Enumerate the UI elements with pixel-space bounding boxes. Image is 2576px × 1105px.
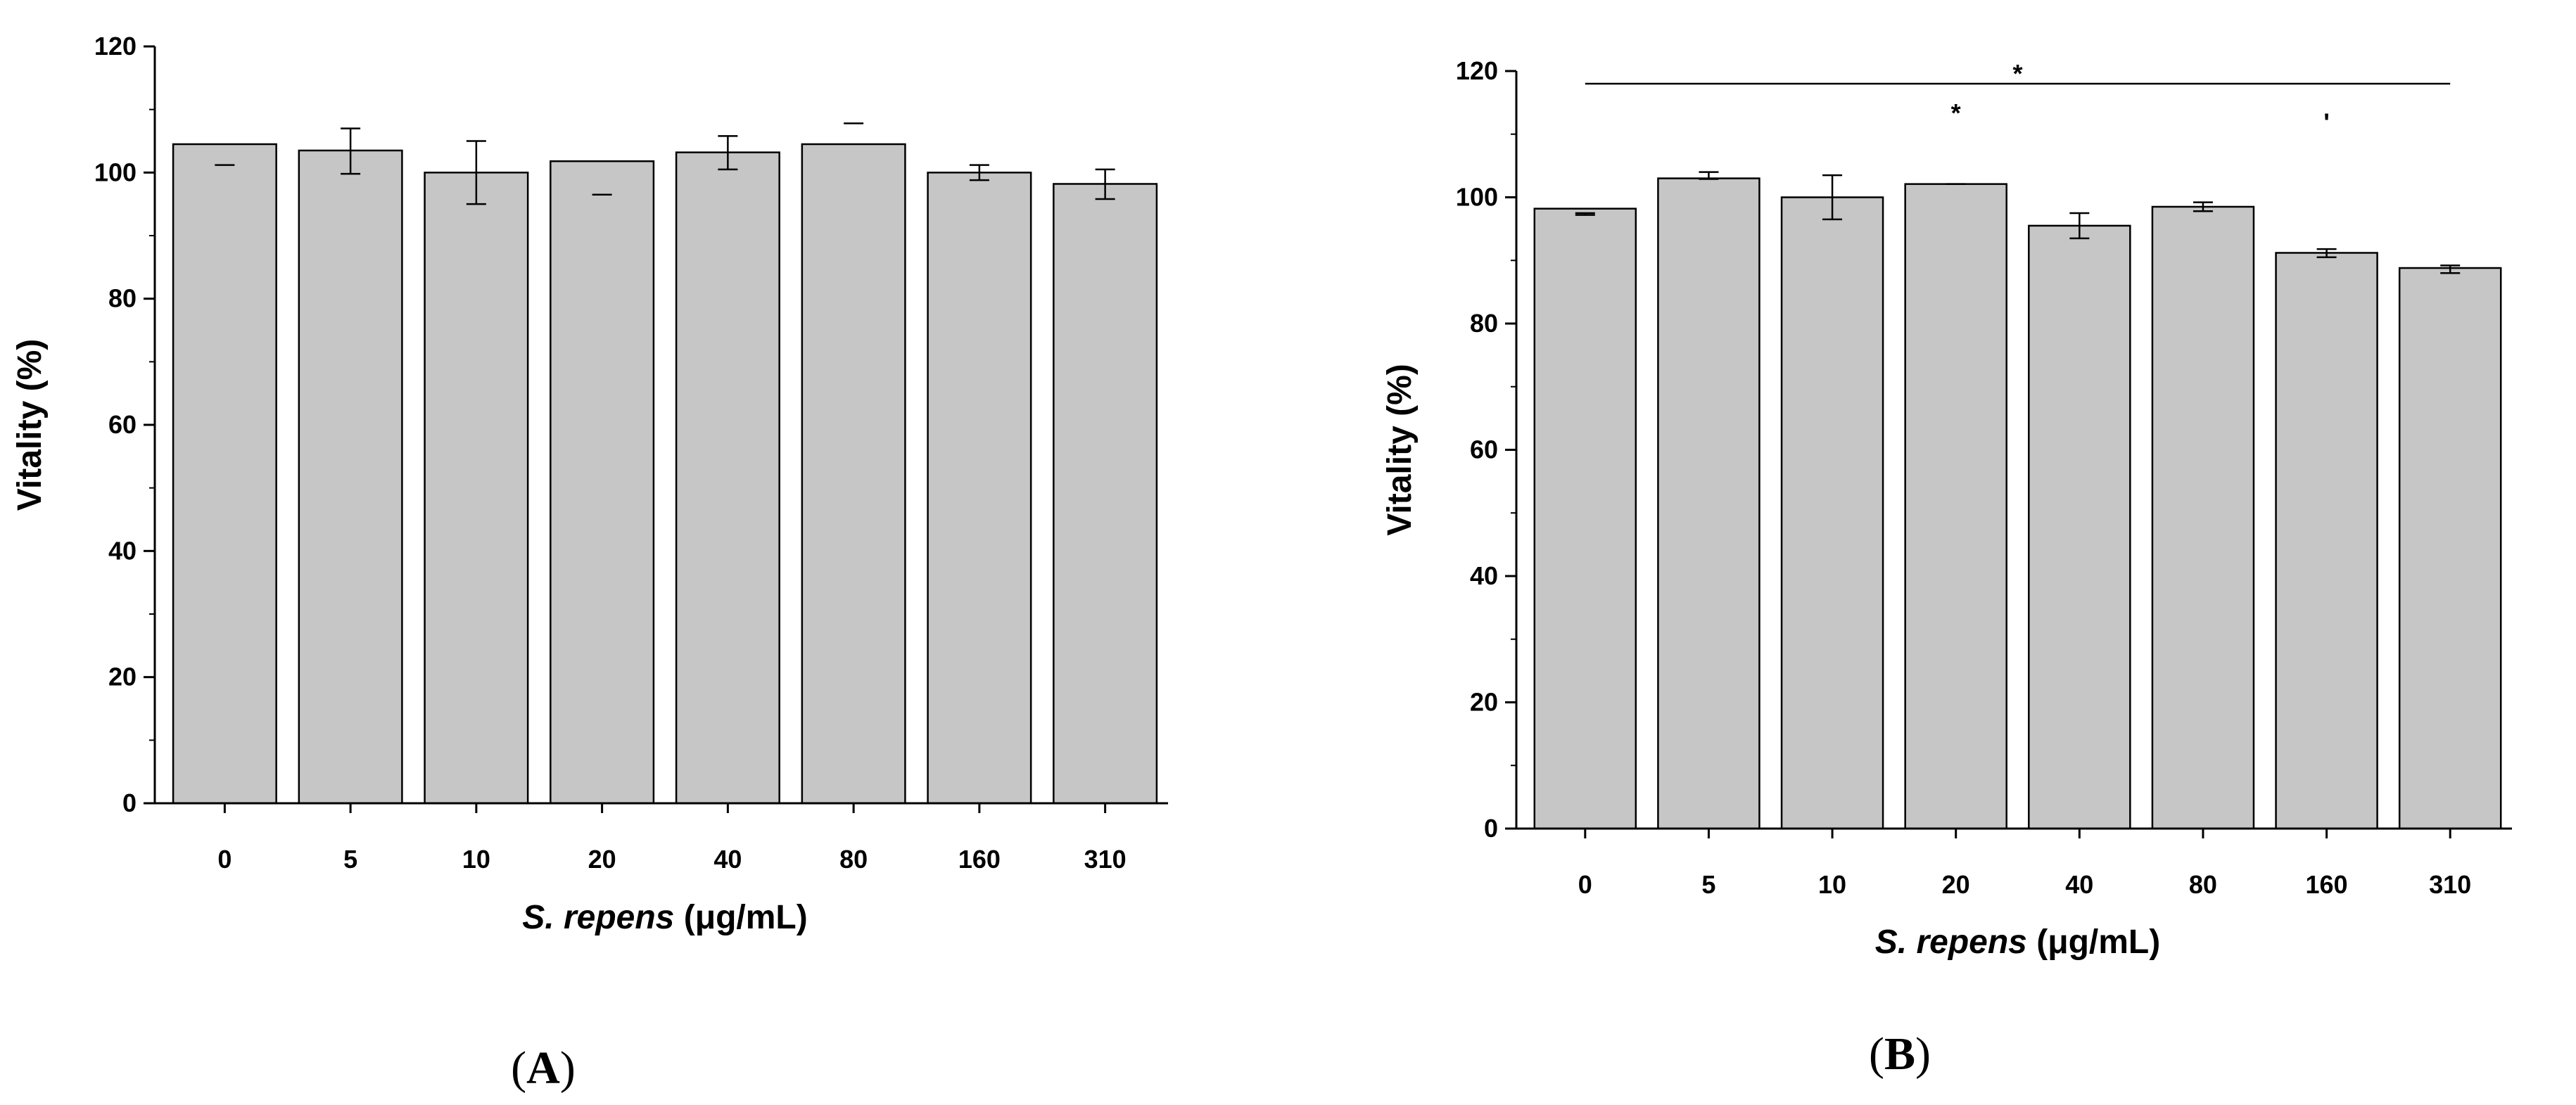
bar bbox=[2151, 205, 2255, 830]
bar bbox=[1904, 183, 2007, 830]
y-tick-label: 80 bbox=[1470, 309, 1498, 338]
y-axis-title: Vitality (%) bbox=[1381, 364, 1419, 536]
bar bbox=[2398, 267, 2502, 830]
x-axis-title-italic: S. repens bbox=[1875, 924, 2027, 961]
x-axis-title-unit: (μg/mL) bbox=[2027, 924, 2160, 961]
panel-label-letter: A bbox=[526, 1042, 560, 1094]
x-tick-label: 40 bbox=[713, 845, 742, 874]
y-tick-label: 60 bbox=[1470, 435, 1498, 464]
y-axis-title: Vitality (%) bbox=[11, 339, 49, 511]
bar bbox=[550, 160, 655, 805]
x-axis-title-italic: S. repens bbox=[522, 899, 674, 936]
y-tick-label: 120 bbox=[94, 32, 137, 60]
bar bbox=[1780, 196, 1884, 830]
bar bbox=[298, 149, 403, 805]
panel-label-close-paren: ) bbox=[1915, 1028, 1931, 1080]
x-tick-label: 160 bbox=[2306, 870, 2348, 899]
bar bbox=[1657, 177, 1760, 830]
x-tick-label: 20 bbox=[1942, 870, 1970, 899]
y-tick-label: 20 bbox=[108, 663, 137, 691]
y-tick-label: 120 bbox=[1456, 56, 1498, 85]
x-tick-label: 20 bbox=[588, 845, 616, 874]
x-tick-label: 80 bbox=[839, 845, 868, 874]
x-tick-label: 0 bbox=[217, 845, 231, 874]
x-tick-label: 0 bbox=[1578, 870, 1592, 899]
y-tick-label: 80 bbox=[108, 284, 137, 313]
panel-label: (B) bbox=[1869, 1028, 1931, 1080]
y-tick-label: 0 bbox=[122, 788, 137, 817]
bar bbox=[424, 172, 529, 805]
y-tick-label: 40 bbox=[108, 536, 137, 565]
x-axis-title-unit: (μg/mL) bbox=[674, 899, 807, 936]
panel-label-open-paren: ( bbox=[1869, 1028, 1884, 1080]
bar bbox=[2275, 252, 2378, 830]
x-tick-label: 160 bbox=[958, 845, 1001, 874]
y-tick-label: 60 bbox=[108, 410, 137, 439]
bar bbox=[172, 143, 277, 805]
bar bbox=[927, 172, 1032, 805]
panel-label: (A) bbox=[511, 1042, 576, 1094]
bar bbox=[2028, 224, 2131, 830]
significance-star: * bbox=[2012, 59, 2022, 88]
x-tick-label: 40 bbox=[2065, 870, 2093, 899]
x-tick-label: 5 bbox=[343, 845, 357, 874]
x-axis-title: S. repens (μg/mL) bbox=[522, 899, 807, 936]
x-tick-label: 80 bbox=[2189, 870, 2217, 899]
significance-star: * bbox=[1951, 98, 1961, 127]
x-tick-label: 310 bbox=[1084, 845, 1127, 874]
chart-panel-b: 0 20 40 60 80 100 120 0 5 10 20 40 80 160 310 Vitality … bbox=[1381, 56, 2512, 1080]
x-tick-label: 5 bbox=[1701, 870, 1715, 899]
panel-label-close-paren: ) bbox=[560, 1042, 576, 1094]
y-tick-label: 0 bbox=[1484, 814, 1498, 843]
significance-star: ' bbox=[2323, 108, 2330, 136]
chart-panel-a: 0 20 40 60 80 100 120 0 5 10 20 40 80 160 310 Vitality … bbox=[11, 32, 1168, 1094]
x-tick-label: 10 bbox=[462, 845, 490, 874]
bar bbox=[1533, 207, 1637, 830]
bar bbox=[801, 143, 906, 805]
panel-label-letter: B bbox=[1884, 1028, 1915, 1080]
x-tick-label: 10 bbox=[1818, 870, 1846, 899]
panel-label-open-paren: ( bbox=[511, 1042, 526, 1094]
x-tick-label: 310 bbox=[2429, 870, 2471, 899]
y-tick-label: 100 bbox=[1456, 183, 1498, 212]
y-tick-label: 20 bbox=[1470, 688, 1498, 717]
bar bbox=[675, 151, 780, 805]
bar bbox=[1053, 183, 1158, 805]
y-tick-label: 40 bbox=[1470, 561, 1498, 590]
y-tick-label: 100 bbox=[94, 158, 137, 186]
x-axis-title: S. repens (μg/mL) bbox=[1875, 924, 2160, 961]
